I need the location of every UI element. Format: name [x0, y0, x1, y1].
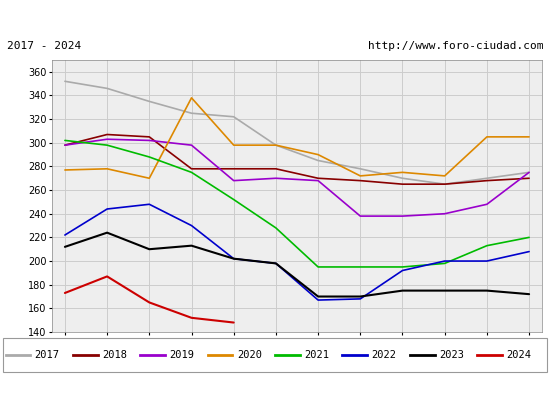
Text: http://www.foro-ciudad.com: http://www.foro-ciudad.com [368, 41, 543, 51]
Text: Evolucion del paro registrado en Muxia: Evolucion del paro registrado en Muxia [102, 10, 448, 24]
Text: 2020: 2020 [236, 350, 262, 360]
Text: 2017: 2017 [35, 350, 59, 360]
Text: 2019: 2019 [169, 350, 194, 360]
Text: 2023: 2023 [439, 350, 464, 360]
Text: 2021: 2021 [304, 350, 329, 360]
Text: 2024: 2024 [506, 350, 531, 360]
Text: 2017 - 2024: 2017 - 2024 [7, 41, 81, 51]
Text: 2022: 2022 [372, 350, 397, 360]
Text: 2018: 2018 [102, 350, 127, 360]
